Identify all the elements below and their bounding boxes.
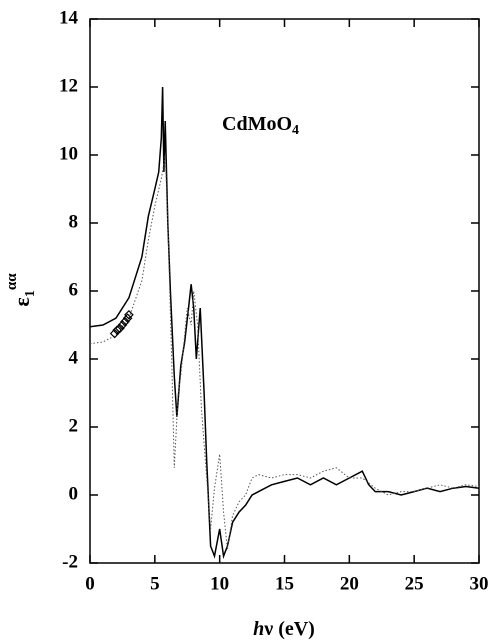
y-label: ε1αα xyxy=(4,273,38,307)
x-tick-label: 30 xyxy=(470,573,489,594)
y-tick-label: 0 xyxy=(69,483,79,504)
marker xyxy=(124,309,134,320)
y-tick-label: 12 xyxy=(59,75,78,96)
marker xyxy=(114,323,125,334)
marker xyxy=(112,325,123,335)
solid-line xyxy=(89,86,480,560)
y-tick-label: 2 xyxy=(69,415,79,436)
x-label-italic: h xyxy=(253,618,264,640)
x-tick-label: 0 xyxy=(85,573,95,594)
y-label-subscript: 1 xyxy=(23,290,38,297)
marker xyxy=(117,320,128,330)
annotation-text: CdMoO xyxy=(222,113,292,135)
marker xyxy=(109,328,120,339)
x-label: hν (eV) xyxy=(253,618,315,640)
annotation: CdMoO4 xyxy=(222,113,299,139)
y-tick-label: 8 xyxy=(69,211,79,232)
marker xyxy=(120,316,130,327)
y-tick-label: 6 xyxy=(69,279,79,300)
dotted-line xyxy=(89,154,480,550)
x-tick-label: 10 xyxy=(210,573,229,594)
y-tick-label: 4 xyxy=(69,347,79,368)
y-label-text: ε xyxy=(9,297,34,306)
x-tick-label: 25 xyxy=(405,573,424,594)
x-tick-label: 15 xyxy=(275,573,294,594)
x-tick-label: 5 xyxy=(150,573,160,594)
x-label-text: ν (eV) xyxy=(263,618,315,640)
y-tick-label: -2 xyxy=(62,551,78,572)
x-tick-label: 20 xyxy=(340,573,359,594)
y-label-superscript: αα xyxy=(4,273,20,290)
y-tick-label: 14 xyxy=(59,7,79,28)
y-tick-label: 10 xyxy=(59,143,78,164)
annotation-subscript: 4 xyxy=(292,123,299,138)
